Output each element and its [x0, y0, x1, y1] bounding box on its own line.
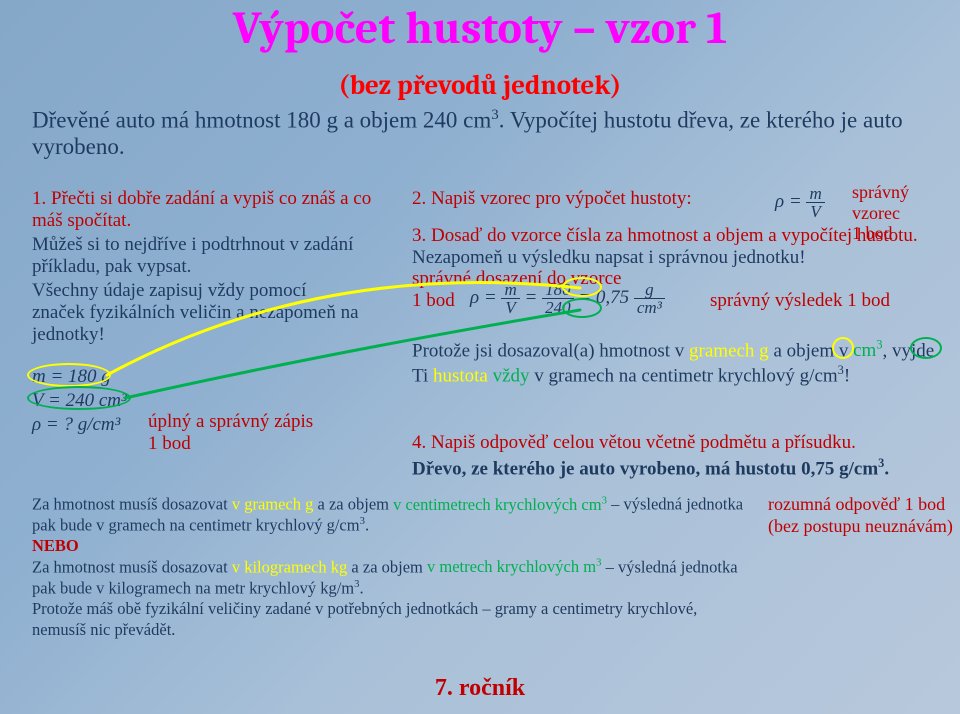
unit-explanation: Protože jsi dosazoval(a) hmotnost v gram… [412, 338, 942, 388]
cm3-highlight-ellipse [910, 337, 942, 359]
problem-statement: Dřevěné auto má hmotnost 180 g a objem 2… [32, 107, 928, 160]
correct-result-note: správný výsledek 1 bod [710, 290, 890, 312]
answer-scoring-note: rozumná odpověď 1 bod (bez postupu neuzn… [768, 494, 953, 537]
given-density-unknown: ρ = ? g/cm³ [32, 413, 127, 437]
step-3: 3. Dosaď do vzorce čísla za hmotnost a o… [412, 225, 952, 269]
writing-advice: Všechny údaje zapisuj vždy pomocí značek… [32, 280, 362, 346]
step-2: 2. Napiš vzorec pro výpočet hustoty: [412, 188, 692, 210]
denominator-240-ellipse [562, 298, 602, 318]
gram-highlight-ellipse [832, 337, 854, 359]
slide-title: Výpočet hustoty – vzor 1 [0, 2, 960, 55]
mass-highlight-ellipse [27, 363, 111, 387]
density-formula: ρ = m V [775, 185, 825, 220]
volume-highlight-ellipse [27, 386, 131, 410]
step-1-instruction: 1. Přečti si dobře zadání a vypiš co zná… [32, 188, 371, 231]
slide-content: Výpočet hustoty – vzor 1 (bez převodů je… [0, 0, 960, 714]
step-1: 1. Přečti si dobře zadání a vypiš co zná… [32, 188, 372, 278]
step-1-hint: Můžeš si to nejdříve i podtrhnout v zadá… [32, 234, 372, 278]
numerator-180-ellipse [562, 277, 602, 297]
full-entry-note: úplný a správný zápis 1 bod [148, 411, 313, 455]
unit-rules-text: Za hmotnost musíš dosazovat v gramech g … [32, 494, 752, 640]
final-answer: Dřevo, ze kterého je auto vyrobeno, má h… [412, 456, 942, 480]
slide-subtitle: (bez převodů jednotek) [0, 70, 960, 101]
step-4: 4. Napiš odpověď celou větou včetně podm… [412, 432, 942, 454]
grade-footer: 7. ročník [0, 675, 960, 702]
